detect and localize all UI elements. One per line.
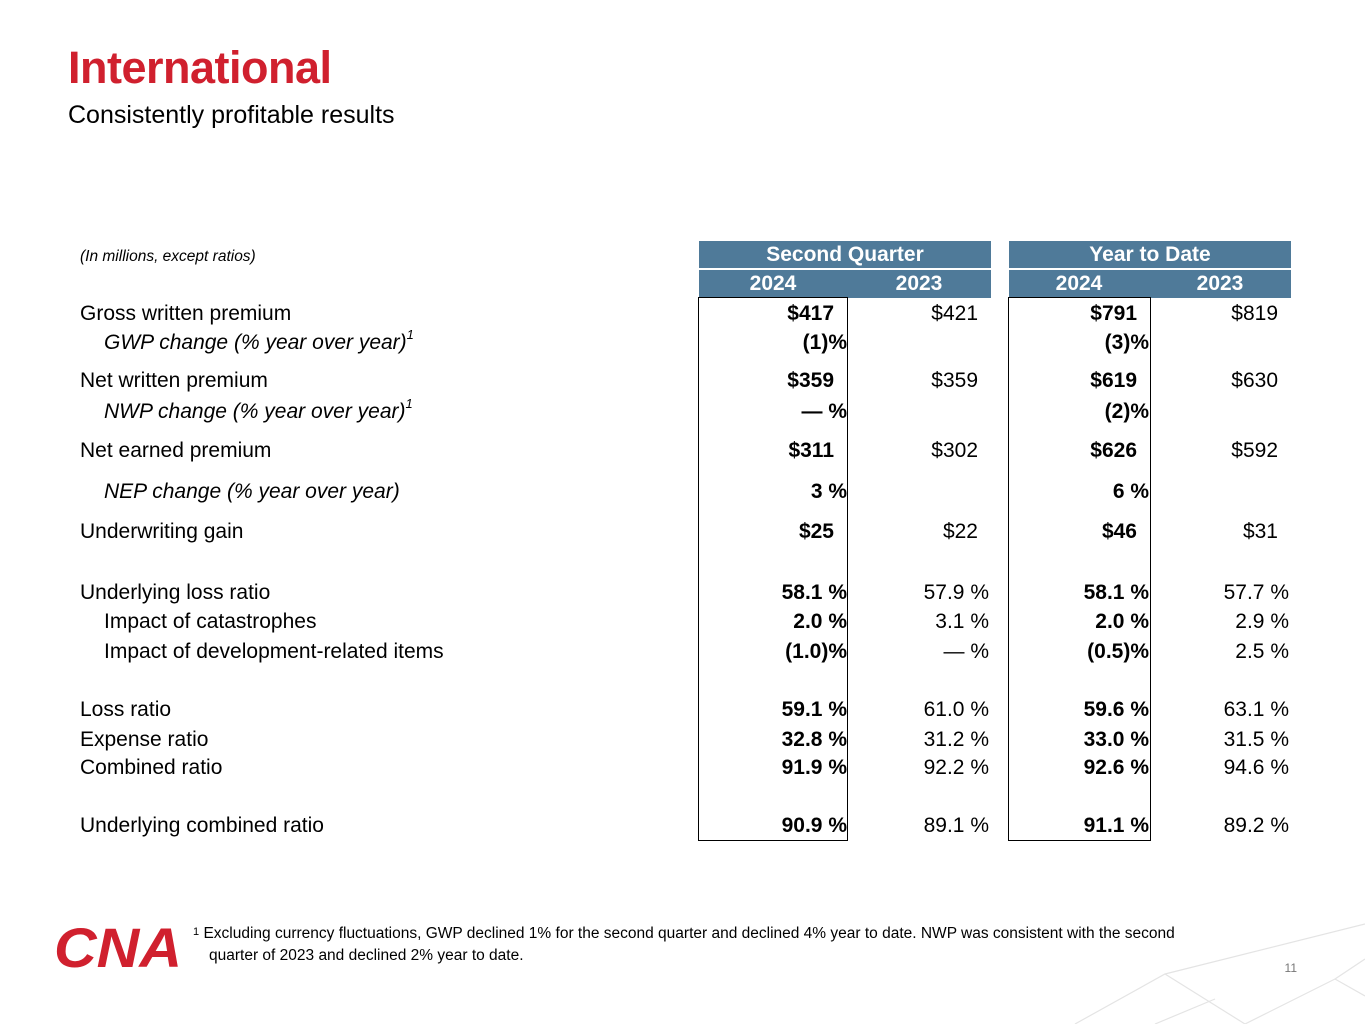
cell-value: 3.1 % [935,610,989,633]
cell-value: (3)% [1104,331,1149,354]
header-group-label: Second Quarter [766,243,924,266]
decorative-lines [1074,923,1365,1024]
row-label: Underwriting gain [80,520,244,543]
highlight-box-ytd-2024 [1008,297,1151,841]
cna-logo: CNA [54,924,182,970]
cell-value: 59.1 % [781,698,847,721]
cell-value: $302 [931,439,978,462]
cell-value: $630 [1231,369,1278,392]
footnote-marker: 1 [405,396,413,411]
header-year: 2023 [1196,272,1244,295]
cell-value: $592 [1231,439,1278,462]
cell-value: $31 [1242,520,1278,543]
cell-value: $626 [1090,439,1137,462]
cell-value: 58.1 % [1083,581,1149,604]
cell-value: 59.6 % [1083,698,1149,721]
cell-value: 2.0 % [1095,610,1149,633]
cell-value: (0.5)% [1087,640,1149,663]
cell-value: 31.2 % [923,728,989,751]
cell-value: $25 [798,520,834,543]
cell-value: $421 [931,302,978,325]
footnote-marker: 1 [193,926,200,938]
row-label: Combined ratio [80,756,223,779]
row-label: Net earned premium [80,439,272,462]
row-label: Expense ratio [80,728,209,751]
cell-value: — % [801,400,847,423]
header-year: 2023 [895,272,943,295]
cell-value: 3 % [810,480,847,503]
footnote-line: 1 Excluding currency fluctuations, GWP d… [193,925,1175,942]
row-label: Impact of development-related items [104,640,444,663]
cell-value: 33.0 % [1083,728,1149,751]
page-title: International [68,42,332,93]
cell-value: 2.5 % [1235,640,1289,663]
footnote-marker: 1 [406,327,414,342]
units-note: (In millions, except ratios) [80,248,256,265]
cell-value: (2)% [1104,400,1149,423]
header-year-to-date: Year to Date 2024 2023 [1009,241,1291,298]
cell-value: (1)% [802,331,847,354]
cell-value: 2.9 % [1235,610,1289,633]
page-number: 11 [1284,961,1297,975]
row-label: Loss ratio [80,698,172,721]
cell-value: $311 [788,439,834,462]
header-second-quarter: Second Quarter 2024 2023 [699,241,991,298]
header-group-label: Year to Date [1089,243,1211,266]
cell-value: $417 [787,302,834,325]
row-label: NEP change (% year over year) [104,480,400,503]
cell-value: $22 [942,520,978,543]
cell-value: 63.1 % [1223,698,1289,721]
cell-value: $791 [1090,302,1137,325]
row-label: Gross written premium [80,302,292,325]
header-divider [1009,268,1291,270]
cell-value: 89.2 % [1223,814,1289,837]
cell-value: 90.9 % [781,814,847,837]
row-label: Underlying combined ratio [80,814,324,837]
cell-value: 57.9 % [923,581,989,604]
cell-value: 91.1 % [1083,814,1149,837]
row-label: Underlying loss ratio [80,581,271,604]
logo-text: CNA [54,924,182,970]
row-label: Net written premium [80,369,268,392]
cell-value: 57.7 % [1223,581,1289,604]
highlight-box-q2-2024 [698,297,848,841]
cell-value: 32.8 % [781,728,847,751]
header-year: 2024 [1055,272,1103,295]
cell-value: $359 [787,369,834,392]
cell-value: 6 % [1112,480,1149,503]
cell-value: $619 [1090,369,1137,392]
cell-value: (1.0)% [785,640,847,663]
cell-value: 61.0 % [923,698,989,721]
cell-value: 94.6 % [1223,756,1289,779]
row-label: NWP change (% year over year)1 [104,396,413,423]
row-label: Impact of catastrophes [104,610,317,633]
cell-value: 31.5 % [1223,728,1289,751]
cell-value: 89.1 % [923,814,989,837]
page-subtitle: Consistently profitable results [68,101,395,129]
cell-value: 58.1 % [781,581,847,604]
cell-value: $819 [1231,302,1278,325]
header-year: 2024 [749,272,797,295]
footnote-line: quarter of 2023 and declined 2% year to … [209,947,524,964]
cell-value: 92.2 % [923,756,989,779]
cell-value: $46 [1101,520,1137,543]
cell-value: 92.6 % [1083,756,1149,779]
row-label: GWP change (% year over year)1 [104,327,414,354]
cell-value: 2.0 % [793,610,847,633]
cell-value: — % [943,640,989,663]
cell-value: $359 [931,369,978,392]
cell-value: 91.9 % [781,756,847,779]
footnote: 1 Excluding currency fluctuations, GWP d… [193,923,1293,967]
header-divider [699,268,991,270]
